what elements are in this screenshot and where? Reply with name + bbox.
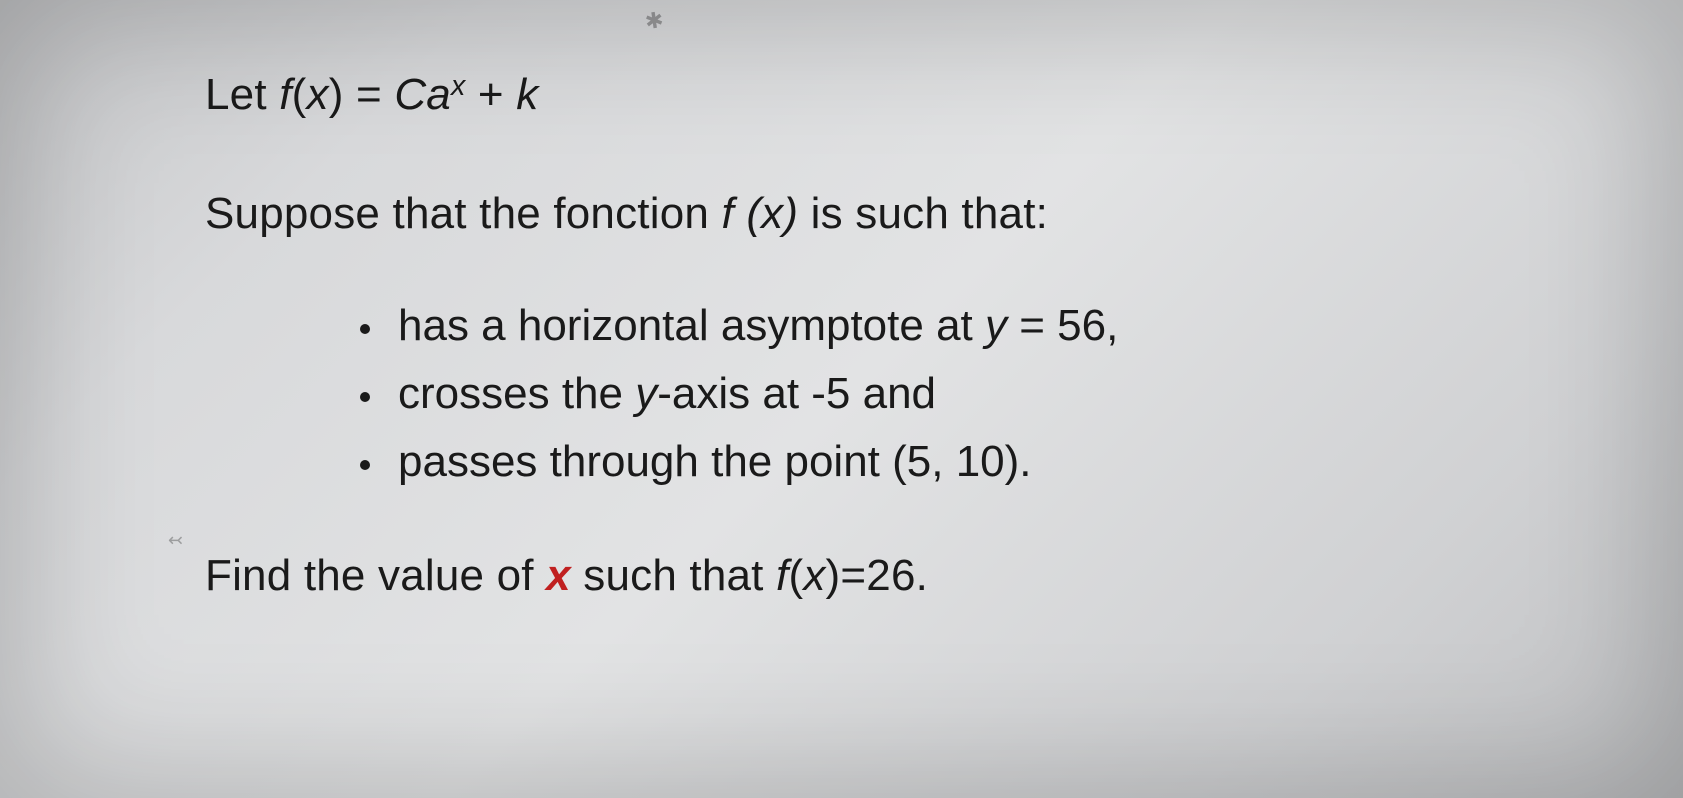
find-open: ( (788, 551, 803, 600)
b3-suffix: . (1019, 437, 1031, 486)
b1-prefix: has a horizontal asymptote at (398, 301, 985, 350)
bullet-text: passes through the point (5, 10). (398, 428, 1032, 496)
b2-suffix: and (850, 369, 936, 418)
b2-mid: -axis at (657, 369, 811, 418)
suppose-prefix: Suppose that the fonction (205, 189, 721, 238)
find-value: 26 (866, 551, 915, 600)
find-suffix: . (916, 551, 928, 600)
paren-open: ( (292, 70, 307, 119)
bullet-text: crosses the y-axis at -5 and (398, 360, 936, 428)
b1-suffix: , (1106, 301, 1118, 350)
suppose-suffix: is such that: (798, 189, 1048, 238)
b2-var: y (635, 369, 657, 418)
find-x-red: x (546, 551, 571, 600)
b2-value: -5 (811, 369, 850, 418)
fn-f: f (279, 70, 291, 119)
equation-line: Let f(x) = Cax + k (205, 65, 1485, 124)
find-mid: such that (571, 551, 776, 600)
find-f: f (776, 551, 788, 600)
suppose-line: Suppose that the fonction f (x) is such … (205, 184, 1485, 243)
bullet-dot-icon (360, 460, 370, 470)
b1-var: y (985, 301, 1007, 350)
bullet-dot-icon (360, 324, 370, 334)
var-x: x (307, 70, 329, 119)
b1-eq: = (1007, 301, 1057, 350)
bullet-dot-icon (360, 392, 370, 402)
find-prefix: Find the value of (205, 551, 546, 600)
const-k: k (516, 70, 538, 119)
paren-close-eq: ) = (329, 70, 395, 119)
bullet-item: crosses the y-axis at -5 and (360, 360, 1485, 428)
bullet-list: has a horizontal asymptote at y = 56, cr… (360, 292, 1485, 497)
photo-smudge-icon: ✱ (643, 7, 665, 35)
find-line: Find the value of x such that f(x)=26. (205, 546, 1485, 605)
plus: + (465, 70, 516, 119)
b1-value: 56 (1057, 301, 1106, 350)
base-a: a (426, 70, 451, 119)
find-close: )= (826, 551, 867, 600)
problem-content: Let f(x) = Cax + k Suppose that the fonc… (205, 65, 1485, 654)
b2-prefix: crosses the (398, 369, 635, 418)
photo-mark-icon: ↢ (168, 530, 183, 551)
b3-value: (5, 10) (892, 437, 1019, 486)
text-let: Let (205, 70, 279, 119)
bullet-item: passes through the point (5, 10). (360, 428, 1485, 496)
bullet-text: has a horizontal asymptote at y = 56, (398, 292, 1118, 360)
b3-prefix: passes through the point (398, 437, 892, 486)
find-var: x (803, 551, 825, 600)
bullet-item: has a horizontal asymptote at y = 56, (360, 292, 1485, 360)
suppose-fx: f (x) (721, 189, 798, 238)
const-C: C (394, 70, 426, 119)
exp-x: x (451, 70, 466, 102)
